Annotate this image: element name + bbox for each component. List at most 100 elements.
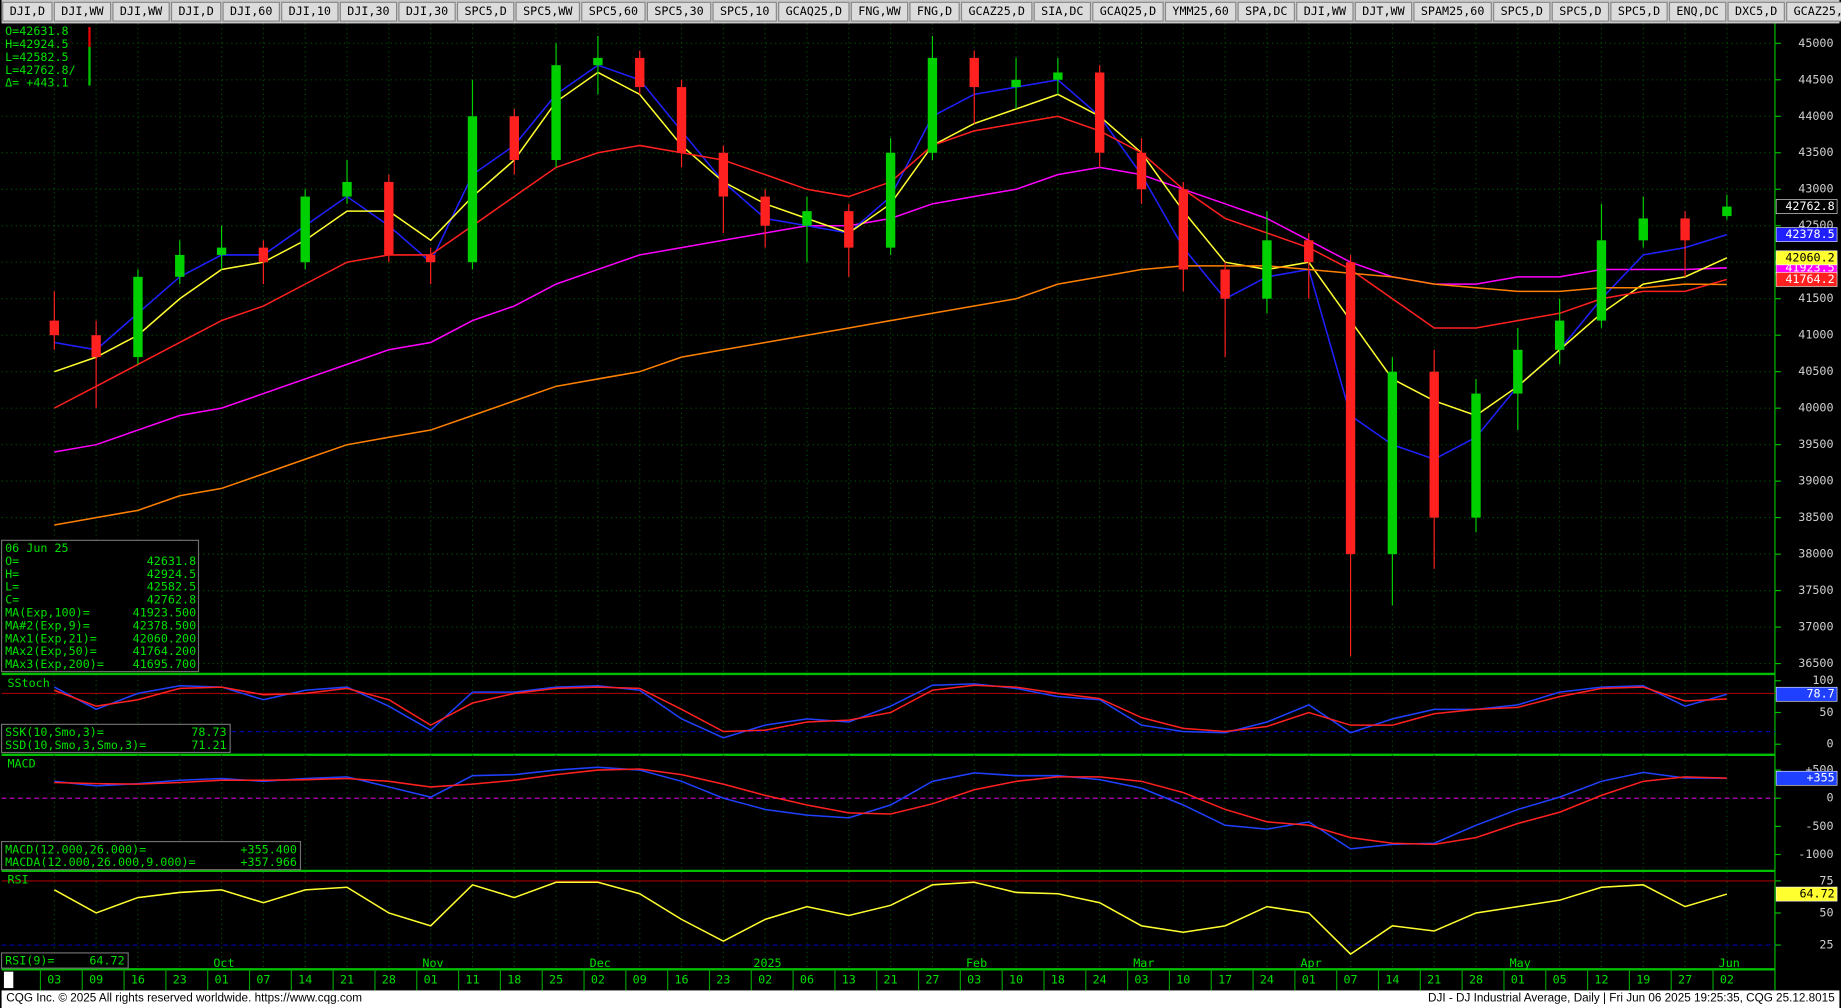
- tab-label[interactable]: DJT,WW: [1362, 4, 1405, 18]
- candle-body: [760, 196, 770, 226]
- candle-body: [300, 196, 310, 263]
- x-tick-label: 10: [1009, 972, 1023, 986]
- tab-label[interactable]: FNG,D: [917, 4, 952, 18]
- tab[interactable]: [1296, 1, 1354, 22]
- tab[interactable]: [1786, 1, 1841, 22]
- x-tick-label: 16: [674, 972, 688, 986]
- tab-label[interactable]: DJI,WW: [61, 4, 104, 18]
- candle-body: [91, 335, 101, 358]
- tab[interactable]: [850, 1, 909, 22]
- tab[interactable]: [170, 1, 222, 22]
- candle-body: [927, 57, 938, 153]
- tab[interactable]: [1164, 1, 1237, 22]
- tab-label[interactable]: DJI,D: [10, 4, 45, 18]
- tab-label[interactable]: GCAZ25,60: [1794, 4, 1841, 18]
- x-tick-label: 03: [47, 972, 61, 986]
- candle-body: [593, 57, 603, 66]
- tab[interactable]: [1727, 1, 1785, 22]
- y-tick-label: 38000: [1798, 547, 1833, 561]
- tab-label[interactable]: SPC5,D: [1501, 4, 1543, 18]
- readout-value: +355.400: [240, 842, 296, 856]
- tab-label[interactable]: DJI,60: [230, 4, 272, 18]
- y-tick-label: 38500: [1798, 510, 1833, 524]
- tab-label[interactable]: GCAQ25,D: [786, 4, 842, 18]
- y-tick-label: 0: [1826, 737, 1833, 751]
- readout-label: MACD(12.000,26.000)=: [5, 842, 146, 856]
- tab[interactable]: [960, 1, 1033, 22]
- quote-line: O=42631.8: [5, 24, 68, 38]
- indicator-line: [54, 768, 1727, 846]
- tab-label[interactable]: SPA,DC: [1245, 4, 1287, 18]
- tab[interactable]: [339, 1, 398, 22]
- tab-label[interactable]: SPC5,D: [1559, 4, 1601, 18]
- candle-body: [1094, 72, 1105, 153]
- tab-label[interactable]: ENQ,DC: [1676, 4, 1718, 18]
- tab[interactable]: [515, 1, 581, 22]
- candle-body: [1680, 218, 1690, 241]
- readout-value: +357.966: [240, 855, 296, 869]
- y-tick-label: 75: [1819, 873, 1833, 887]
- month-label: Oct: [213, 956, 234, 970]
- candle-body: [49, 320, 60, 336]
- tab[interactable]: [456, 1, 515, 22]
- tab[interactable]: [2, 1, 53, 22]
- candle-body: [425, 254, 436, 263]
- tab[interactable]: [1413, 1, 1492, 22]
- y-tick-label: 39000: [1798, 474, 1833, 488]
- tab[interactable]: [398, 1, 456, 22]
- info-value: 41695.700: [133, 657, 197, 671]
- candle-body: [216, 247, 227, 255]
- indicator-line: [53, 881, 1728, 956]
- tab-label[interactable]: DJI,WW: [120, 4, 163, 18]
- x-tick-label: 25: [549, 972, 563, 986]
- tab[interactable]: [778, 1, 850, 22]
- readout-value: 78.73: [191, 725, 226, 739]
- tab[interactable]: [581, 1, 646, 22]
- tab-label[interactable]: DJI,30: [406, 4, 448, 18]
- tab[interactable]: [53, 1, 112, 22]
- tab[interactable]: [1610, 1, 1668, 22]
- tab[interactable]: [1668, 1, 1727, 22]
- tab[interactable]: [909, 1, 960, 22]
- tab-label[interactable]: SPC5,30: [654, 4, 703, 18]
- y-tick-label: -500: [1805, 819, 1833, 833]
- tab[interactable]: [1551, 1, 1610, 22]
- tab-label[interactable]: DJI,10: [289, 4, 331, 18]
- value-badge: [1775, 227, 1838, 242]
- tab-label[interactable]: SPC5,10: [720, 4, 769, 18]
- tab[interactable]: [646, 1, 712, 22]
- tab[interactable]: [112, 1, 170, 22]
- tab[interactable]: [281, 1, 339, 22]
- x-tick-label: 02: [758, 972, 772, 986]
- candle-body: [342, 181, 352, 197]
- tab-label[interactable]: GCAZ25,D: [968, 4, 1024, 18]
- tab-label[interactable]: SIA,DC: [1041, 4, 1083, 18]
- candle-body: [175, 254, 185, 277]
- tab[interactable]: [222, 1, 280, 22]
- tab-label[interactable]: FNG,WW: [858, 4, 901, 18]
- tab[interactable]: [1237, 1, 1295, 22]
- candle-body: [1262, 240, 1272, 299]
- tab[interactable]: [1354, 1, 1413, 22]
- quote-line: L=42582.5: [5, 50, 68, 64]
- tab-label[interactable]: GCAQ25,D: [1100, 4, 1156, 18]
- x-tick-label: 02: [591, 972, 605, 986]
- value-badge-label: 42378.5: [1785, 227, 1834, 241]
- tab-label[interactable]: SPC5,D: [1618, 4, 1660, 18]
- tab-label[interactable]: SPC5,60: [589, 4, 638, 18]
- tab[interactable]: [1033, 1, 1092, 22]
- tab-label[interactable]: SPC5,WW: [523, 4, 573, 18]
- tab-label[interactable]: DJI,30: [347, 4, 389, 18]
- tab-label[interactable]: DXC5,D: [1735, 4, 1777, 18]
- tab[interactable]: [1092, 1, 1164, 22]
- month-label: Feb: [966, 956, 987, 970]
- tab-label[interactable]: SPC5,D: [464, 4, 506, 18]
- tab[interactable]: [1493, 1, 1551, 22]
- y-tick-label: 43500: [1798, 145, 1833, 159]
- tab-label[interactable]: DJI,D: [179, 4, 214, 18]
- tab-label[interactable]: DJI,WW: [1304, 4, 1347, 18]
- tab-label[interactable]: YMM25,60: [1172, 4, 1228, 18]
- candle-body: [718, 152, 729, 197]
- tab[interactable]: [712, 1, 777, 22]
- tab-label[interactable]: SPAM25,60: [1421, 4, 1485, 18]
